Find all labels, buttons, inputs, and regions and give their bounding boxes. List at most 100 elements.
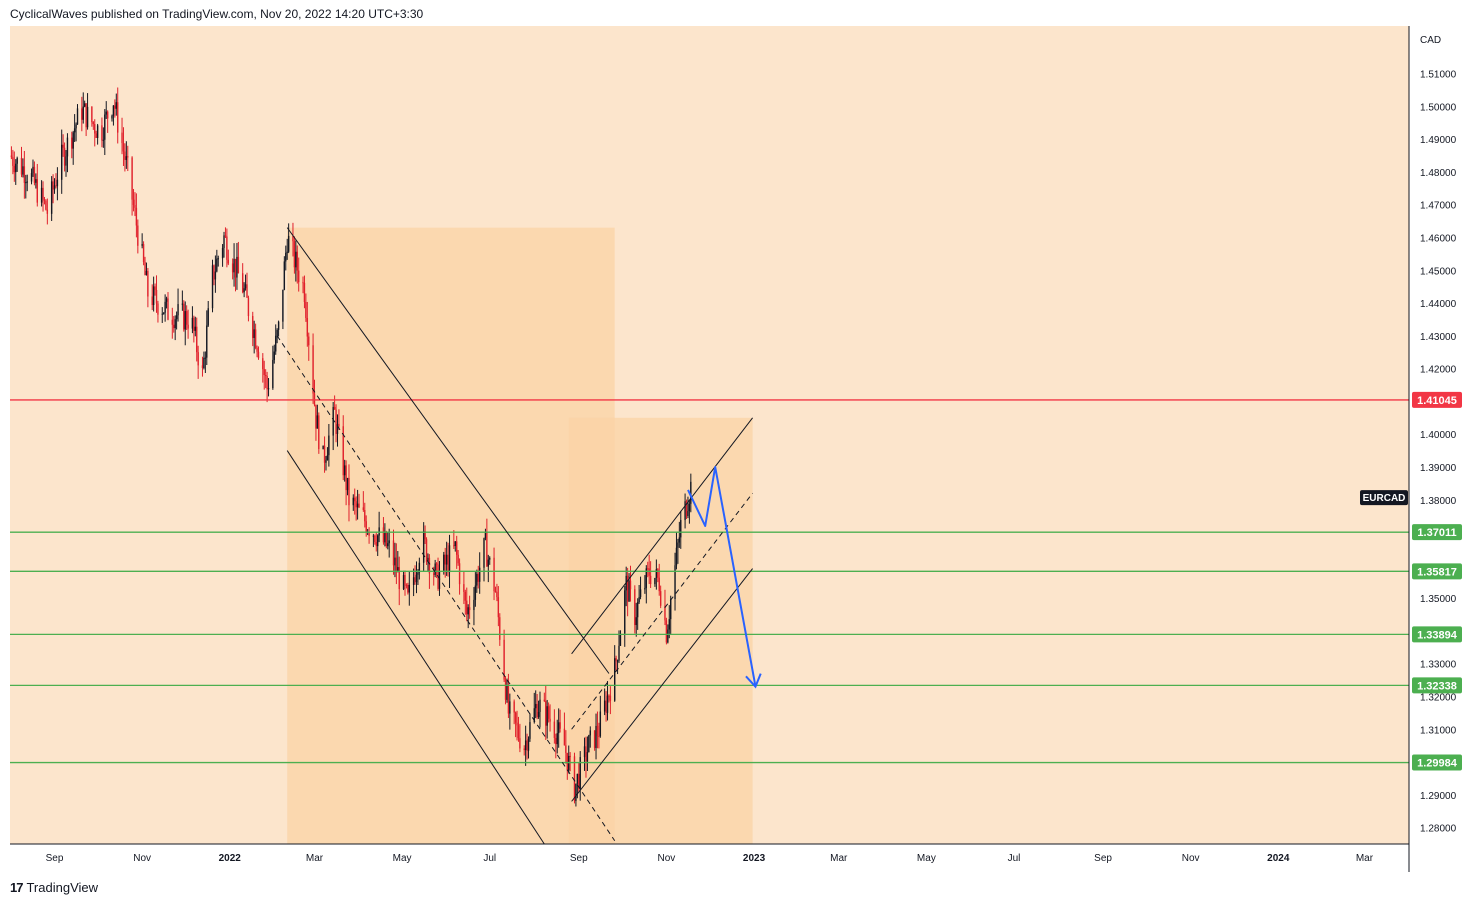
candle	[125, 141, 128, 169]
candle	[374, 534, 376, 545]
level-label-bg	[1412, 626, 1462, 643]
candle	[154, 283, 156, 296]
candle	[151, 284, 153, 311]
candle	[434, 559, 436, 578]
candle	[579, 751, 581, 801]
candle	[273, 344, 275, 364]
time-tick: 2024	[1267, 853, 1290, 864]
candle	[377, 534, 379, 557]
candle	[585, 736, 587, 778]
candles	[10, 87, 692, 807]
candle	[323, 436, 326, 473]
candle	[293, 236, 296, 274]
candle	[628, 573, 630, 602]
candle	[43, 196, 46, 205]
candle	[127, 145, 129, 172]
candle	[115, 93, 117, 116]
candle	[92, 121, 95, 130]
candle	[415, 561, 418, 594]
candle	[680, 510, 682, 549]
candle	[306, 301, 309, 347]
candle	[207, 300, 209, 327]
candle	[614, 645, 616, 702]
candle	[194, 316, 196, 337]
candle	[193, 315, 195, 343]
candle	[608, 694, 610, 703]
candle	[595, 713, 597, 760]
candle	[285, 245, 287, 271]
candle	[414, 565, 416, 585]
candle	[66, 133, 69, 173]
candle	[286, 238, 288, 260]
candle	[53, 178, 56, 194]
candle	[486, 518, 488, 567]
candle	[688, 500, 691, 524]
falling-channel-lower	[286, 450, 545, 845]
candle	[313, 379, 316, 407]
candle	[326, 447, 329, 461]
candle	[596, 711, 599, 749]
price-tick: 1.33000	[1420, 660, 1457, 671]
candle	[23, 150, 26, 199]
candle	[121, 117, 123, 155]
candle	[355, 496, 357, 521]
candle	[111, 114, 113, 122]
candle	[298, 257, 300, 292]
candle	[96, 123, 99, 145]
candle	[145, 262, 148, 276]
candle	[477, 565, 479, 589]
candle	[254, 323, 257, 350]
candle	[162, 312, 165, 315]
time-axis[interactable]: Sep Nov 2022 Mar May Jul Sep Nov 2023 Mar May Jul Se…	[10, 843, 1409, 864]
footer: 17 TradingView	[10, 880, 98, 895]
candle	[287, 223, 290, 254]
candle	[435, 562, 438, 579]
candle	[346, 477, 349, 496]
candle	[303, 275, 306, 309]
candle	[65, 150, 67, 177]
price-tick: 1.39000	[1420, 463, 1457, 474]
candle	[493, 547, 495, 601]
candle	[161, 307, 163, 323]
candle	[519, 723, 521, 753]
candle	[616, 659, 619, 675]
candle	[425, 537, 428, 565]
candle	[659, 585, 662, 609]
candle	[654, 577, 656, 587]
price-tick: 1.49000	[1420, 135, 1457, 146]
candle	[566, 752, 569, 780]
candle	[599, 695, 602, 738]
candle	[484, 528, 487, 541]
candle	[586, 736, 589, 772]
projection-path[interactable]	[687, 466, 762, 689]
candle	[264, 369, 267, 389]
level-label: 1.29984	[1417, 758, 1458, 770]
falling-channel-upper	[286, 227, 610, 674]
candle	[365, 515, 367, 537]
candle	[197, 345, 199, 379]
candle	[665, 617, 668, 645]
price-tick: 1.45000	[1420, 266, 1457, 277]
time-tick: Mar	[1356, 853, 1374, 864]
candle	[177, 288, 179, 322]
candle	[223, 231, 225, 258]
candle	[382, 517, 385, 545]
candle	[404, 570, 406, 596]
candle	[328, 424, 330, 467]
candle	[257, 346, 260, 360]
level-label-bg	[1412, 391, 1462, 408]
candle	[675, 531, 678, 570]
candle	[283, 256, 286, 291]
candle	[52, 174, 54, 204]
candle	[555, 733, 557, 759]
candle	[388, 528, 390, 558]
candle	[231, 258, 234, 280]
candle	[122, 127, 125, 167]
candle	[216, 249, 218, 273]
price-axis[interactable]: CAD 1.51000 1.50000 1.49000 1.48000 1.47000 1.…	[1360, 26, 1457, 872]
channel-lines[interactable]	[276, 227, 753, 845]
candle	[649, 561, 652, 589]
horizontal-levels[interactable]: 1.41045 1.37011 1.35817 1.33894 1.32338 1.299…	[10, 391, 1462, 771]
price-tick: 1.28000	[1420, 824, 1457, 835]
